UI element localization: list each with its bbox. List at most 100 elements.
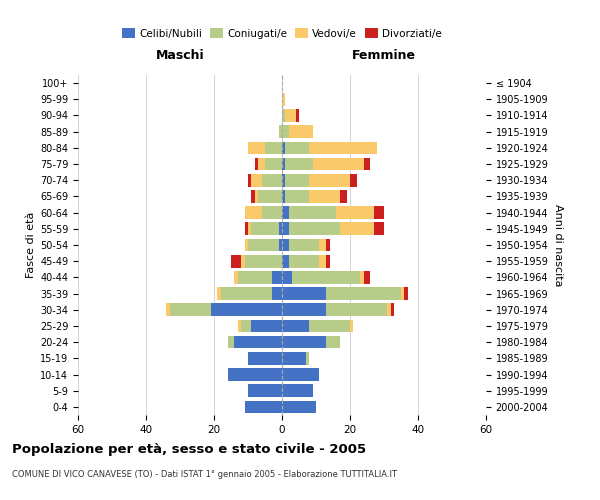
Bar xyxy=(282,288,326,300)
Bar xyxy=(248,238,278,252)
Bar xyxy=(391,304,394,316)
Bar xyxy=(211,304,282,316)
Bar xyxy=(286,142,309,154)
Bar xyxy=(282,336,326,348)
Bar xyxy=(360,271,364,283)
Bar xyxy=(235,336,282,348)
Bar xyxy=(241,320,251,332)
Bar xyxy=(245,238,248,252)
Bar xyxy=(245,255,282,268)
Bar xyxy=(289,238,319,252)
Bar xyxy=(309,142,377,154)
Bar xyxy=(309,174,350,186)
Bar xyxy=(282,304,326,316)
Bar xyxy=(289,222,340,235)
Bar xyxy=(251,174,262,186)
Bar xyxy=(278,222,282,235)
Bar xyxy=(350,174,357,186)
Bar xyxy=(282,206,289,219)
Bar xyxy=(238,320,241,332)
Bar xyxy=(255,158,258,170)
Bar xyxy=(282,109,286,122)
Bar xyxy=(248,142,265,154)
Y-axis label: Anni di nascita: Anni di nascita xyxy=(553,204,563,286)
Bar xyxy=(248,384,282,397)
Bar xyxy=(306,352,309,364)
Bar xyxy=(262,206,282,219)
Bar xyxy=(337,206,374,219)
Bar xyxy=(364,271,370,283)
Bar xyxy=(340,222,374,235)
Bar xyxy=(401,288,404,300)
Bar xyxy=(374,206,384,219)
Bar xyxy=(227,368,282,381)
Bar xyxy=(245,400,282,413)
Bar xyxy=(251,190,255,202)
Bar xyxy=(282,126,289,138)
Bar xyxy=(245,222,248,235)
Bar xyxy=(245,206,262,219)
Bar xyxy=(326,336,340,348)
Bar xyxy=(326,304,388,316)
Bar xyxy=(258,190,282,202)
Bar xyxy=(326,288,401,300)
Bar xyxy=(272,288,282,300)
Bar xyxy=(262,174,282,186)
Bar xyxy=(282,368,319,381)
Bar xyxy=(282,222,289,235)
Bar xyxy=(235,271,238,283)
Bar xyxy=(326,238,329,252)
Bar xyxy=(282,93,286,106)
Bar xyxy=(404,288,408,300)
Bar xyxy=(319,238,326,252)
Bar xyxy=(319,255,326,268)
Bar xyxy=(286,190,309,202)
Bar xyxy=(292,271,360,283)
Bar xyxy=(282,255,289,268)
Bar xyxy=(166,304,170,316)
Bar xyxy=(282,142,286,154)
Bar xyxy=(340,190,347,202)
Bar xyxy=(289,126,313,138)
Bar xyxy=(326,255,329,268)
Bar xyxy=(282,174,286,186)
Bar xyxy=(296,109,299,122)
Bar xyxy=(282,352,306,364)
Y-axis label: Fasce di età: Fasce di età xyxy=(26,212,36,278)
Bar xyxy=(282,238,289,252)
Bar xyxy=(238,271,272,283)
Bar xyxy=(289,206,337,219)
Bar xyxy=(364,158,370,170)
Text: Femmine: Femmine xyxy=(352,49,416,62)
Bar xyxy=(374,222,384,235)
Bar xyxy=(282,400,316,413)
Bar xyxy=(309,320,350,332)
Bar xyxy=(286,158,313,170)
Bar xyxy=(289,255,319,268)
Bar xyxy=(282,271,292,283)
Bar xyxy=(217,288,221,300)
Bar xyxy=(282,158,286,170)
Bar xyxy=(282,320,309,332)
Bar xyxy=(282,384,313,397)
Legend: Celibi/Nubili, Coniugati/e, Vedovi/e, Divorziati/e: Celibi/Nubili, Coniugati/e, Vedovi/e, Di… xyxy=(118,24,446,42)
Bar xyxy=(221,288,272,300)
Text: Maschi: Maschi xyxy=(155,49,205,62)
Bar xyxy=(282,190,286,202)
Bar xyxy=(350,320,353,332)
Bar xyxy=(286,174,309,186)
Bar xyxy=(313,158,364,170)
Bar xyxy=(170,304,211,316)
Bar xyxy=(258,158,265,170)
Bar xyxy=(248,174,251,186)
Bar xyxy=(231,255,241,268)
Bar xyxy=(241,255,245,268)
Bar xyxy=(265,142,282,154)
Bar xyxy=(388,304,391,316)
Bar xyxy=(309,190,340,202)
Text: COMUNE DI VICO CANAVESE (TO) - Dati ISTAT 1° gennaio 2005 - Elaborazione TUTTITA: COMUNE DI VICO CANAVESE (TO) - Dati ISTA… xyxy=(12,470,397,479)
Bar xyxy=(278,238,282,252)
Bar xyxy=(278,126,282,138)
Text: Popolazione per età, sesso e stato civile - 2005: Popolazione per età, sesso e stato civil… xyxy=(12,442,366,456)
Bar xyxy=(248,222,251,235)
